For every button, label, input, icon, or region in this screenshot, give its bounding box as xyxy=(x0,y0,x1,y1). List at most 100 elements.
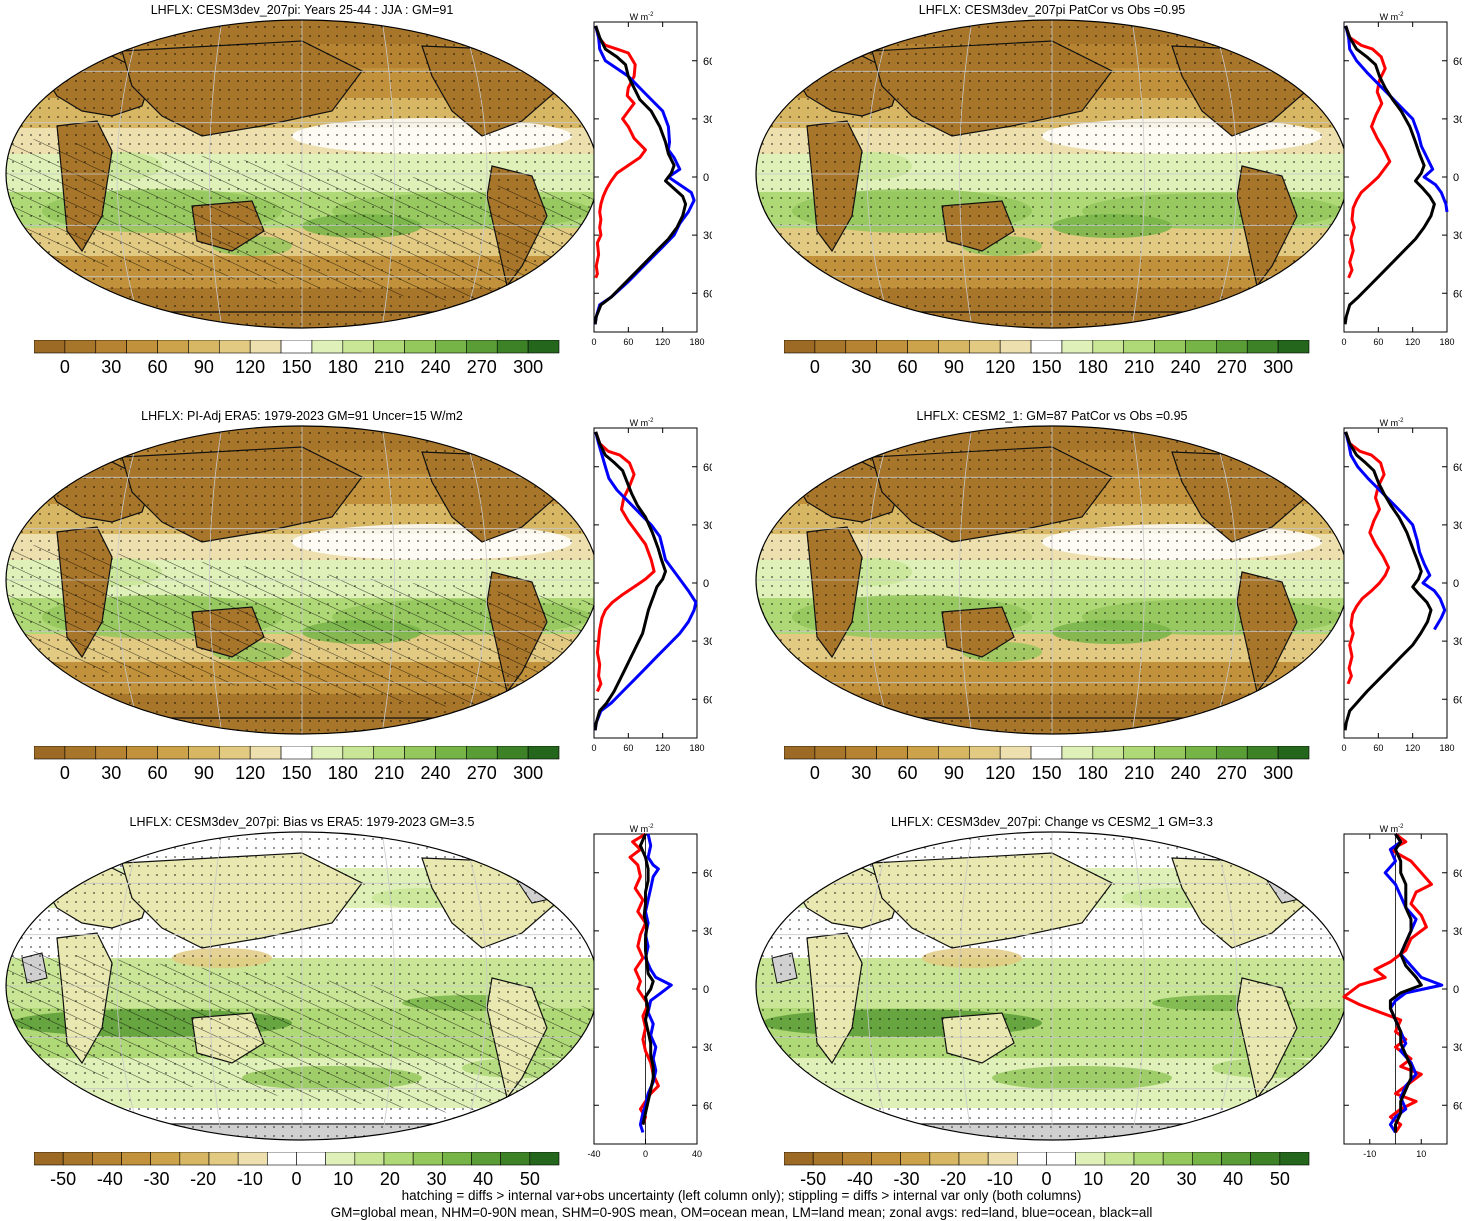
colorbar-swatch xyxy=(1123,340,1155,354)
colorbar-swatch xyxy=(1154,746,1186,760)
colorbar-swatch xyxy=(900,1152,931,1166)
panel-title: LHFLX: PI-Adj ERA5: 1979-2023 GM=91 Unce… xyxy=(141,409,463,423)
colorbar-swatch xyxy=(845,340,877,354)
colorbar-swatch xyxy=(249,746,282,760)
zonal-mean-plot: W m-2 60N 30N 0 30S 60S 0 60 120 180 xyxy=(591,418,712,753)
colorbar-label: 270 xyxy=(1217,357,1247,377)
zonal-mean-plot: W m-2 60N 30N 0 30S 60S -10 10 xyxy=(1342,824,1462,1159)
colorbar-label: 240 xyxy=(420,763,450,783)
colorbar-swatch xyxy=(121,1152,151,1166)
panel-title: LHFLX: CESM2_1: GM=87 PatCor vs Obs =0.9… xyxy=(916,409,1188,423)
colorbar-label: 30 xyxy=(1176,1169,1196,1189)
colorbar-label: 0 xyxy=(60,763,70,783)
colorbar-label: 240 xyxy=(1170,357,1200,377)
y-tick-label: 0 xyxy=(1453,578,1459,590)
colorbar-swatch xyxy=(1246,340,1279,354)
colorbar-swatch xyxy=(435,746,467,760)
zonal-series-line xyxy=(593,431,698,731)
colorbar-label: 30 xyxy=(426,1169,446,1189)
colorbar-swatch xyxy=(354,1152,385,1166)
panel-bias: LHFLX: CESM3dev_207pi: Bias vs ERA5: 197… xyxy=(2,814,743,1221)
colorbar-label: -50 xyxy=(50,1169,76,1189)
colorbar-swatch xyxy=(1216,340,1248,354)
colorbar-swatch xyxy=(1092,340,1125,354)
colorbar-label: 240 xyxy=(1170,763,1200,783)
y-tick-label: 60N xyxy=(703,868,712,880)
zonal-series-line xyxy=(1344,25,1449,213)
colorbar-swatch xyxy=(907,340,939,354)
zonal-series-line xyxy=(593,25,688,325)
colorbar-label: -20 xyxy=(940,1169,966,1189)
x-tick-label: 0 xyxy=(591,743,596,753)
map-field xyxy=(6,20,598,328)
colorbar-swatch xyxy=(1061,746,1094,760)
colorbar-swatch xyxy=(496,340,529,354)
x-tick-label: 180 xyxy=(689,337,704,347)
y-tick-label: 60N xyxy=(1453,56,1462,68)
y-tick-label: 60N xyxy=(703,56,712,68)
colorbar-swatch xyxy=(64,340,97,354)
colorbar-label: 150 xyxy=(281,357,311,377)
colorbar-label: 300 xyxy=(513,763,543,783)
y-tick-label: 30N xyxy=(1453,520,1462,532)
colorbar-label: -20 xyxy=(190,1169,216,1189)
map-robinson xyxy=(755,831,1349,1141)
colorbar-swatch xyxy=(95,340,127,354)
colorbar-swatch xyxy=(296,1152,326,1166)
panel-cesm2: LHFLX: CESM2_1: GM=87 PatCor vs Obs =0.9… xyxy=(752,408,1483,815)
map-field xyxy=(756,20,1348,328)
colorbar-label: 120 xyxy=(985,357,1015,377)
colorbar-swatch xyxy=(34,340,66,354)
colorbar-swatch xyxy=(64,746,97,760)
colorbar-swatch xyxy=(842,1152,872,1166)
colorbar-label: 60 xyxy=(898,357,918,377)
colorbar-swatch xyxy=(126,340,158,354)
colorbar-label: 0 xyxy=(1041,1169,1051,1189)
colorbar-label: 0 xyxy=(810,357,820,377)
x-tick-label: 0 xyxy=(1341,337,1346,347)
colorbar-swatch xyxy=(968,746,1001,760)
y-tick-label: 30N xyxy=(703,114,712,126)
colorbar-label: 90 xyxy=(194,763,214,783)
colorbar-label: 180 xyxy=(1078,763,1108,783)
colorbar-label: 20 xyxy=(380,1169,400,1189)
zonal-unit-label: W m-2 xyxy=(630,418,654,428)
zonal-mean-plot: W m-2 60N 30N 0 30S 60S 0 60 120 180 xyxy=(1341,12,1462,347)
colorbar-label: 210 xyxy=(1124,357,1154,377)
colorbar-label: 270 xyxy=(467,357,497,377)
colorbar-label: -10 xyxy=(987,1169,1013,1189)
colorbar-label: 300 xyxy=(1263,357,1293,377)
panel-title: LHFLX: CESM3dev_207pi PatCor vs Obs =0.9… xyxy=(918,3,1186,17)
colorbar-swatch xyxy=(814,746,847,760)
colorbar-swatch xyxy=(150,1152,181,1166)
colorbar-label: -30 xyxy=(143,1169,169,1189)
map-field xyxy=(6,426,598,734)
x-tick-label: 180 xyxy=(1439,743,1454,753)
colorbar-swatch xyxy=(218,746,251,760)
zonal-unit-label: W m-2 xyxy=(630,824,654,834)
colorbar-swatch xyxy=(1046,1152,1076,1166)
x-tick-label: 60 xyxy=(1373,337,1383,347)
zonal-series-line xyxy=(1344,431,1391,685)
colorbar-label: 270 xyxy=(467,763,497,783)
colorbar-label: -50 xyxy=(800,1169,826,1189)
colorbar-label: 40 xyxy=(1223,1169,1243,1189)
panel-era5: LHFLX: PI-Adj ERA5: 1979-2023 GM=91 Unce… xyxy=(2,408,743,815)
colorbar-swatch xyxy=(999,746,1032,760)
x-tick-label: 120 xyxy=(655,337,670,347)
zonal-series-line xyxy=(1388,833,1423,1133)
colorbar-label: 30 xyxy=(851,357,871,377)
y-tick-label: 0 xyxy=(1453,172,1459,184)
zonal-series-line xyxy=(1342,832,1433,1134)
colorbar-swatch xyxy=(466,746,498,760)
colorbar-swatch xyxy=(1216,746,1248,760)
colorbar-swatch xyxy=(938,340,970,354)
panel-change: LHFLX: CESM3dev_207pi: Change vs CESM2_1… xyxy=(752,814,1483,1221)
colorbar-swatch xyxy=(34,1152,64,1166)
x-tick-label: 0 xyxy=(1341,743,1346,753)
colorbar-label: 20 xyxy=(1130,1169,1150,1189)
colorbar-swatch xyxy=(325,1152,356,1166)
colorbar-swatch xyxy=(311,340,344,354)
colorbar-label: 300 xyxy=(1263,763,1293,783)
colorbar-swatch xyxy=(987,1152,1018,1166)
